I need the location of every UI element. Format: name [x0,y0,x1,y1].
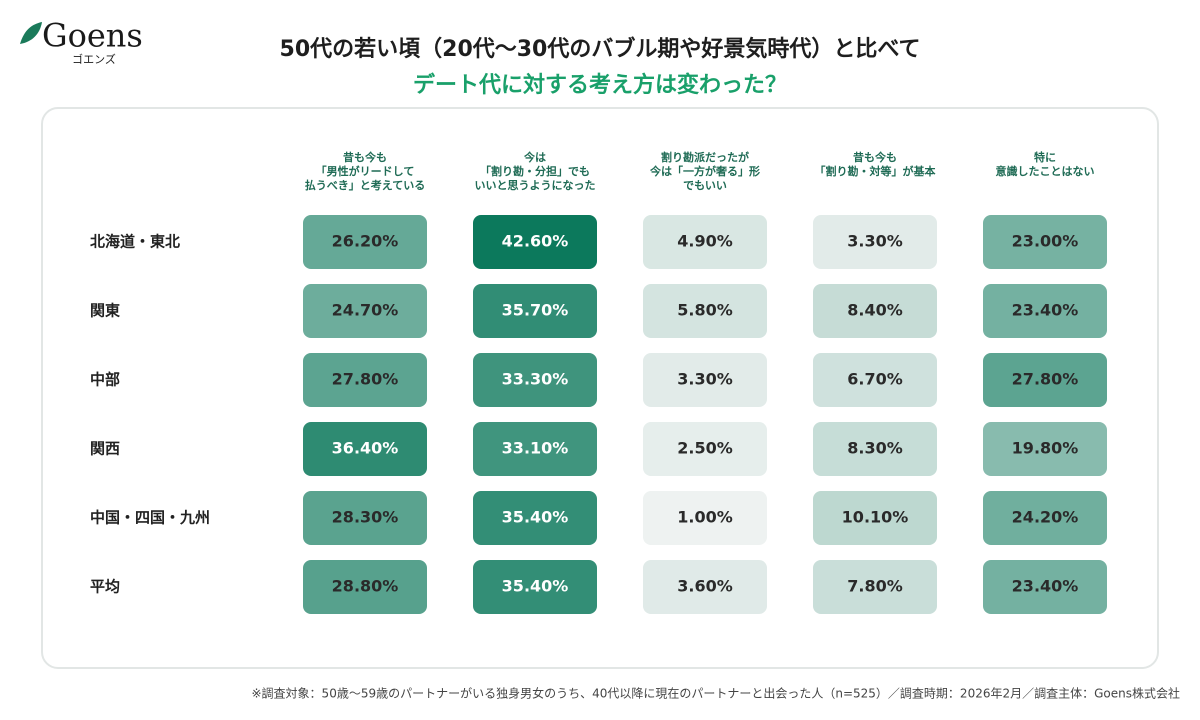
cell [303,215,427,269]
cell-label: 8.40% [847,301,903,320]
cell [813,284,937,338]
column-header: 「男性がリードして [316,164,415,178]
row-label: 北海道・東北 [90,233,180,251]
cell-label: 33.30% [502,370,569,389]
column-header: 昔も今も [343,150,387,164]
cell [303,491,427,545]
cell-label: 27.80% [332,370,399,389]
cell-label: 35.40% [502,508,569,527]
cell-label: 4.90% [677,232,733,251]
column-header: 「割り勘・分担」でも [480,164,590,178]
row-label: 関東 [90,302,120,320]
column-header: 「割り勘・対等」が基本 [815,164,936,178]
cell-label: 28.30% [332,508,399,527]
cell [983,284,1107,338]
cell [813,422,937,476]
column-header: 昔も今も [853,150,897,164]
cell [813,353,937,407]
column-header: でもいい [683,179,727,192]
cell [473,284,597,338]
cell [473,353,597,407]
row-label: 平均 [90,578,120,596]
cell-label: 26.20% [332,232,399,251]
cell-label: 35.40% [502,577,569,596]
column-header: 今は「一方が奢る」形 [649,164,760,178]
cell-label: 7.80% [847,577,903,596]
cell-label: 35.70% [502,301,569,320]
column-header: 意識したことはない [996,164,1095,178]
cell-label: 23.40% [1012,301,1079,320]
cell-label: 3.30% [847,232,903,251]
cell [473,215,597,269]
cell [643,422,767,476]
cell [983,491,1107,545]
column-header: 今は [523,150,546,164]
cell [813,560,937,614]
row-label: 中部 [90,371,120,389]
cell-label: 5.80% [677,301,733,320]
cell [813,491,937,545]
column-header: 割り勘派だったが [661,150,749,164]
cell [303,284,427,338]
cell-label: 3.30% [677,370,733,389]
cell-label: 10.10% [842,508,909,527]
row-label: 関西 [90,440,120,458]
cell-label: 8.30% [847,439,903,458]
cell [303,353,427,407]
cell-label: 36.40% [332,439,399,458]
cell-label: 23.00% [1012,232,1079,251]
cell-label: 24.70% [332,301,399,320]
cell [983,353,1107,407]
cell [473,491,597,545]
cell [473,422,597,476]
footnote: ※調査対象：50歳～59歳のパートナーがいる独身男女のうち、40代以降に現在のパ… [252,686,1181,701]
cell-label: 23.40% [1012,577,1079,596]
cell-label: 28.80% [332,577,399,596]
cell-label: 27.80% [1012,370,1079,389]
cell-label: 33.10% [502,439,569,458]
chart-subtitle: デート代に対する考え方は変わった？ [413,72,787,98]
cell [983,560,1107,614]
brand-sub: ゴエンズ [72,52,116,66]
cell [983,215,1107,269]
column-header: 特に [1034,150,1056,164]
column-header: いいと思うようになった [475,179,596,192]
cell-label: 42.60% [502,232,569,251]
brand: Goens [42,17,143,55]
cell [303,560,427,614]
cell-label: 2.50% [677,439,733,458]
cell [643,491,767,545]
cell [643,284,767,338]
cell-label: 6.70% [847,370,903,389]
cell [303,422,427,476]
cell-label: 19.80% [1012,439,1079,458]
cell-label: 3.60% [677,577,733,596]
cell [983,422,1107,476]
cell [643,560,767,614]
cell-label: 1.00% [677,508,733,527]
cell [813,215,937,269]
cell-label: 24.20% [1012,508,1079,527]
cell [643,215,767,269]
column-header: 払うべき」と考えている [305,178,425,192]
chart-title: 50代の若い頃（20代～30代のバブル期や好景気時代）と比べて [280,36,921,62]
row-label: 中国・四国・九州 [90,509,210,527]
cell [643,353,767,407]
logo-leaf [20,22,42,44]
cell [473,560,597,614]
